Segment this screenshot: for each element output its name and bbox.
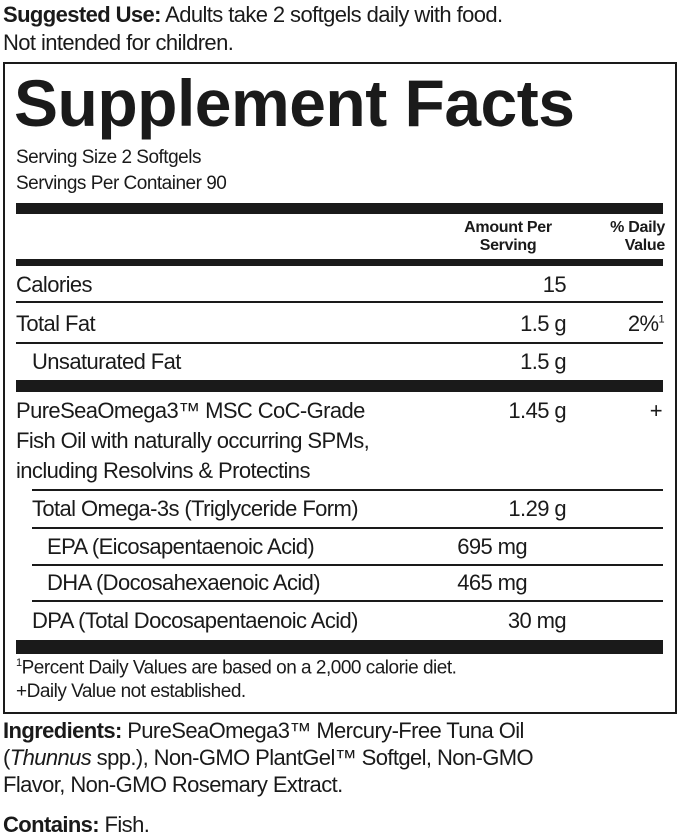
divider bbox=[32, 600, 663, 602]
row-total-fat-dv: 2%1 bbox=[627, 311, 665, 336]
amount-per-serving-header: Amount Per Serving bbox=[464, 219, 552, 254]
suggested-use-label: Suggested Use: bbox=[3, 2, 161, 27]
row-calories-amount: 15 bbox=[542, 272, 567, 297]
row-fish-oil-amount: 1.45 g bbox=[508, 398, 566, 423]
ingredients-line-3: Flavor, Non-GMO Rosemary Extract. bbox=[3, 772, 343, 797]
suggested-use: Suggested Use: Adults take 2 softgels da… bbox=[3, 4, 503, 26]
row-total-fat-name: Total Fat bbox=[16, 311, 96, 336]
row-fish-oil-name-1: PureSeaOmega3™ MSC CoC-Grade bbox=[16, 398, 365, 423]
servings-per-container: Servings Per Container 90 bbox=[16, 173, 227, 194]
thick-divider bbox=[16, 640, 663, 654]
row-dpa-amount: 30 mg bbox=[507, 608, 567, 633]
panel-title: Supplement Facts bbox=[14, 66, 575, 140]
suggested-use-text-2: Not intended for children. bbox=[3, 30, 234, 55]
footnote-daily-values: 1Percent Daily Values are based on a 2,0… bbox=[16, 657, 457, 679]
contains: Contains: Fish. bbox=[3, 812, 150, 836]
supplement-facts-panel bbox=[3, 62, 677, 714]
ingredients-line-2: (Thunnus spp.), Non-GMO PlantGel™ Softge… bbox=[3, 745, 534, 770]
row-dha-amount: 465 mg bbox=[457, 570, 527, 595]
row-dha-name: DHA (Docosahexaenoic Acid) bbox=[47, 570, 321, 595]
row-unsaturated-fat-amount: 1.5 g bbox=[520, 349, 567, 374]
thick-divider bbox=[16, 203, 663, 214]
row-total-omega3-name: Total Omega-3s (Triglyceride Form) bbox=[32, 496, 359, 521]
row-epa-name: EPA (Eicosapentaenoic Acid) bbox=[47, 534, 315, 559]
thick-divider bbox=[16, 380, 663, 392]
row-fish-oil-dv: + bbox=[649, 398, 663, 423]
ingredients-line-1: Ingredients: PureSeaOmega3™ Mercury-Free… bbox=[3, 718, 524, 743]
row-dpa-name: DPA (Total Docosapentaenoic Acid) bbox=[32, 608, 358, 633]
row-epa-amount: 695 mg bbox=[457, 534, 527, 559]
row-fish-oil-name-2: Fish Oil with naturally occurring SPMs, bbox=[16, 428, 370, 453]
divider bbox=[16, 301, 663, 303]
serving-size: Serving Size 2 Softgels bbox=[16, 147, 201, 168]
row-total-fat-amount: 1.5 g bbox=[520, 311, 567, 336]
row-fish-oil-name-3: including Resolvins & Protectins bbox=[16, 458, 310, 483]
footnote-not-established: +Daily Value not established. bbox=[16, 681, 246, 702]
row-total-omega3-amount: 1.29 g bbox=[508, 496, 566, 521]
row-unsaturated-fat-name: Unsaturated Fat bbox=[32, 349, 181, 374]
divider bbox=[32, 527, 663, 529]
divider bbox=[16, 342, 663, 344]
row-calories-name: Calories bbox=[16, 272, 93, 297]
suggested-use-text: Adults take 2 softgels daily with food. bbox=[160, 2, 503, 27]
medium-divider bbox=[16, 259, 663, 266]
daily-value-header: % Daily Value bbox=[610, 219, 665, 254]
divider bbox=[32, 564, 663, 566]
divider bbox=[32, 489, 663, 491]
